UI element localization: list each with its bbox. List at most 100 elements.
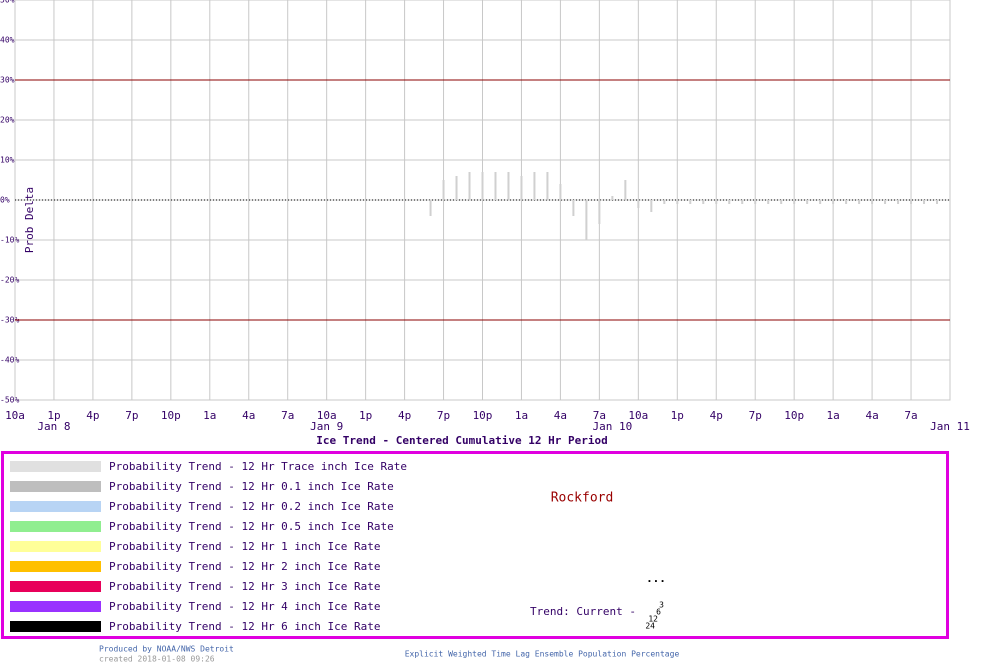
trend-hour: 24 — [645, 622, 655, 631]
bar — [754, 200, 757, 204]
trend-hour: 6 — [656, 608, 661, 617]
y-tick-label: -50% — [0, 396, 19, 405]
bar — [819, 200, 822, 204]
bar — [702, 200, 705, 204]
legend-swatch — [10, 601, 101, 612]
created: created 2018-01-08 09:26 — [99, 655, 215, 664]
x-tick-label: 10a — [5, 409, 25, 422]
x-tick-label: 4a — [554, 409, 567, 422]
x-tick-label: 1a — [515, 409, 528, 422]
bar — [429, 200, 432, 216]
x-tick-label: 4p — [398, 409, 411, 422]
bar — [780, 200, 783, 204]
x-date-label: Jan 11 — [930, 420, 970, 433]
y-axis-label: Prob Delta — [23, 187, 36, 253]
legend-swatch — [10, 621, 101, 632]
x-date-label: Jan 8 — [37, 420, 70, 433]
bar — [624, 180, 627, 200]
legend-label: Probability Trend - 12 Hr 0.5 inch Ice R… — [109, 520, 394, 533]
bar — [806, 200, 809, 204]
x-tick-label: 1a — [203, 409, 216, 422]
legend-swatch — [10, 521, 101, 532]
bar — [455, 176, 458, 200]
bar — [910, 200, 913, 204]
bar — [897, 200, 900, 204]
bar — [845, 200, 848, 204]
bar — [936, 200, 939, 204]
legend-swatch — [10, 581, 101, 592]
x-tick-label: 7p — [125, 409, 138, 422]
x-tick-label: 7p — [437, 409, 450, 422]
y-tick-label: -10% — [0, 236, 19, 245]
x-tick-label: 7a — [593, 409, 606, 422]
location: Rockford — [551, 491, 614, 506]
legend-label: Probability Trend - 12 Hr 0.2 inch Ice R… — [109, 500, 394, 513]
y-tick-label: 20% — [0, 116, 15, 125]
legend-swatch — [10, 481, 101, 492]
x-tick-label: 10p — [161, 409, 181, 422]
x-tick-label: 4p — [86, 409, 99, 422]
y-tick-label: -20% — [0, 276, 19, 285]
x-tick-label: 7a — [904, 409, 917, 422]
y-tick-label: 50% — [0, 0, 15, 5]
x-tick-label: 1p — [671, 409, 684, 422]
x-tick-label: 4a — [242, 409, 255, 422]
trend-label: Trend: Current - — [530, 605, 636, 618]
credit: Produced by NOAA/NWS Detroit — [99, 645, 234, 654]
legend-label: Probability Trend - 12 Hr 1 inch Ice Rat… — [109, 540, 381, 553]
legend-swatch — [10, 541, 101, 552]
legend-label: Probability Trend - 12 Hr 6 inch Ice Rat… — [109, 620, 381, 633]
bar — [715, 200, 718, 204]
bar — [767, 200, 770, 204]
legend-label: Probability Trend - 12 Hr 0.1 inch Ice R… — [109, 480, 394, 493]
legend-swatch — [10, 501, 101, 512]
bar — [741, 200, 744, 204]
bar — [494, 172, 497, 200]
footer: Explicit Weighted Time Lag Ensemble Popu… — [405, 650, 680, 659]
bar — [728, 200, 731, 204]
bar — [689, 200, 692, 204]
bar — [611, 196, 614, 200]
x-tick-label: 4p — [710, 409, 723, 422]
x-date-label: Jan 9 — [310, 420, 343, 433]
legend-label: Probability Trend - 12 Hr 2 inch Ice Rat… — [109, 560, 381, 573]
x-tick-label: 10a — [317, 409, 337, 422]
y-tick-label: 10% — [0, 156, 15, 165]
bar — [663, 200, 666, 204]
bar — [572, 200, 575, 216]
legend-label: Probability Trend - 12 Hr 4 inch Ice Rat… — [109, 600, 381, 613]
chart-title: Ice Trend - Centered Cumulative 12 Hr Pe… — [316, 434, 607, 447]
x-tick-label: 4a — [865, 409, 878, 422]
x-tick-label: 7p — [749, 409, 762, 422]
x-tick-label: 1p — [359, 409, 372, 422]
trend-ellipsis: ... — [646, 572, 666, 585]
bar — [676, 200, 679, 204]
bar — [468, 172, 471, 200]
bar — [923, 200, 926, 204]
bar — [533, 172, 536, 200]
trend-hour: 12 — [648, 615, 658, 624]
legend-label: Probability Trend - 12 Hr Trace inch Ice… — [109, 460, 407, 473]
bar — [520, 176, 523, 200]
legend-swatch — [10, 461, 101, 472]
y-tick-label: -40% — [0, 356, 19, 365]
legend-box — [1, 451, 949, 639]
y-tick-label: 40% — [0, 36, 15, 45]
x-tick-label: 10p — [473, 409, 493, 422]
bar — [546, 172, 549, 200]
bar — [442, 180, 445, 200]
x-tick-label: 10a — [628, 409, 648, 422]
y-tick-label: 0% — [0, 196, 10, 205]
x-tick-label: 10p — [784, 409, 804, 422]
x-date-label: Jan 10 — [592, 420, 632, 433]
x-tick-label: 7a — [281, 409, 294, 422]
bar — [481, 172, 484, 200]
x-tick-label: 1a — [827, 409, 840, 422]
bar — [832, 200, 835, 204]
y-tick-label: 30% — [0, 76, 15, 85]
bar — [507, 172, 510, 200]
bar — [871, 200, 874, 204]
bar — [793, 200, 796, 204]
trend-hour: 3 — [659, 601, 664, 610]
